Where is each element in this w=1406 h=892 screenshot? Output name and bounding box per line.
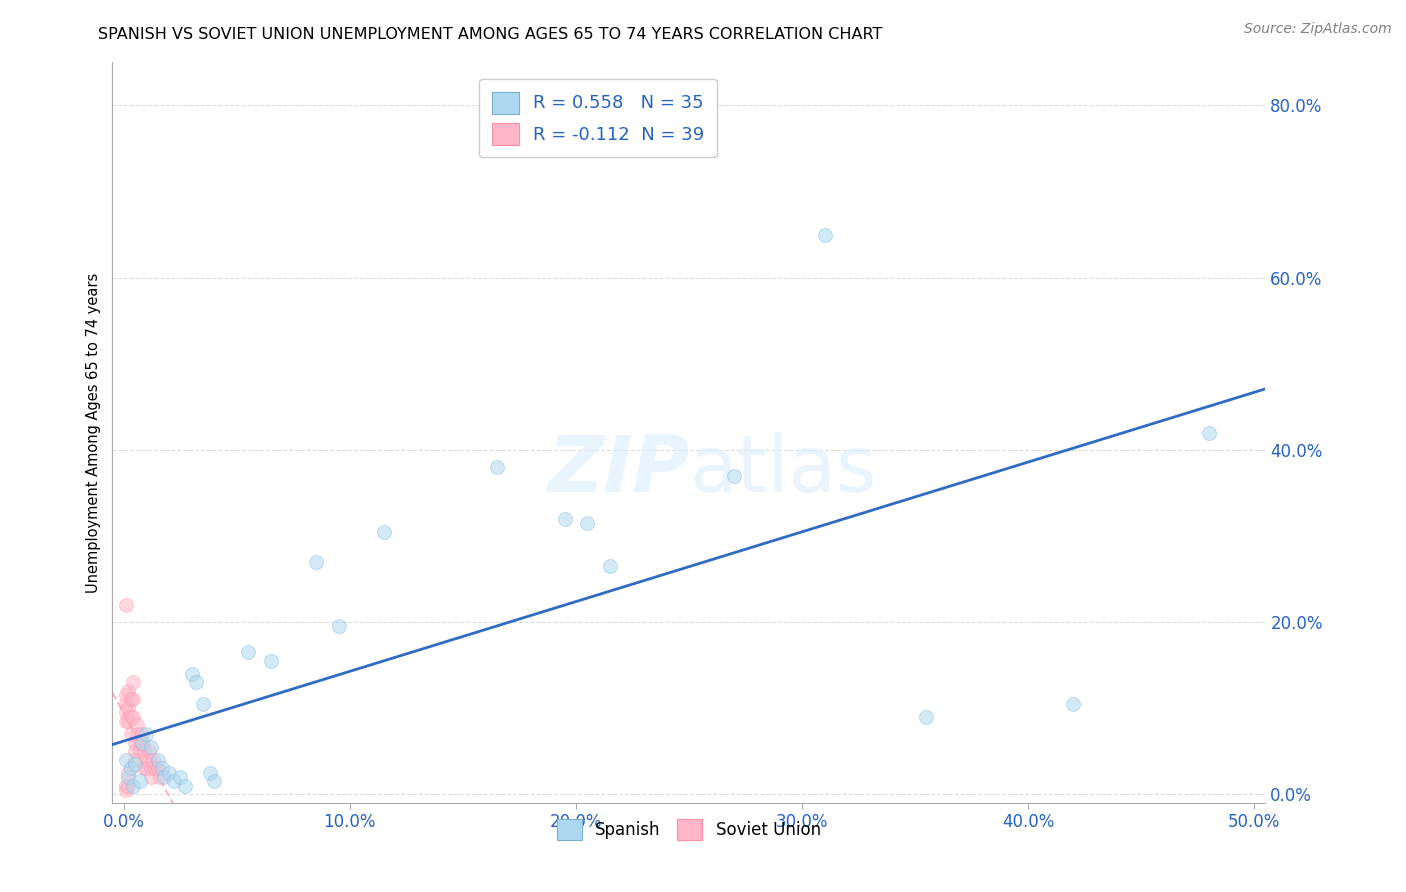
Point bbox=[180, 666, 202, 681]
Point bbox=[169, 770, 191, 784]
Text: Source: ZipAtlas.com: Source: ZipAtlas.com bbox=[1244, 22, 1392, 37]
Point bbox=[198, 765, 221, 780]
Y-axis label: Unemployment Among Ages 65 to 74 years: Unemployment Among Ages 65 to 74 years bbox=[86, 272, 101, 593]
Point bbox=[139, 770, 162, 784]
Point bbox=[115, 697, 138, 711]
Point bbox=[120, 709, 142, 723]
Point bbox=[115, 688, 138, 702]
Point bbox=[115, 783, 138, 797]
Point bbox=[115, 753, 138, 767]
Point bbox=[127, 718, 149, 732]
Legend: Spanish, Soviet Union: Spanish, Soviet Union bbox=[550, 813, 828, 847]
Point bbox=[146, 753, 169, 767]
Point bbox=[184, 675, 207, 690]
Point bbox=[124, 735, 146, 749]
Point bbox=[1198, 425, 1220, 440]
Point bbox=[131, 727, 153, 741]
Point bbox=[149, 770, 172, 784]
Point bbox=[131, 735, 153, 749]
Point bbox=[305, 555, 328, 569]
Point bbox=[120, 692, 142, 706]
Point bbox=[373, 524, 395, 539]
Point bbox=[599, 559, 621, 574]
Point bbox=[135, 727, 157, 741]
Point bbox=[723, 468, 745, 483]
Point bbox=[115, 706, 138, 720]
Point bbox=[139, 739, 162, 754]
Point bbox=[135, 761, 157, 775]
Point bbox=[134, 761, 156, 775]
Point bbox=[139, 761, 162, 775]
Point bbox=[328, 619, 350, 633]
Point bbox=[157, 765, 180, 780]
Text: atlas: atlas bbox=[689, 432, 876, 508]
Point bbox=[117, 779, 139, 793]
Point bbox=[128, 774, 150, 789]
Point bbox=[162, 774, 184, 789]
Point bbox=[115, 714, 138, 728]
Point bbox=[121, 675, 143, 690]
Point bbox=[124, 757, 146, 772]
Point bbox=[120, 761, 142, 775]
Point bbox=[138, 753, 160, 767]
Point bbox=[813, 227, 835, 242]
Point bbox=[121, 709, 143, 723]
Point bbox=[145, 761, 167, 775]
Point bbox=[142, 753, 165, 767]
Point bbox=[554, 512, 576, 526]
Point bbox=[115, 779, 138, 793]
Point bbox=[915, 709, 938, 723]
Point bbox=[117, 701, 139, 715]
Point bbox=[127, 727, 149, 741]
Point bbox=[485, 460, 508, 475]
Point bbox=[236, 645, 259, 659]
Point bbox=[121, 779, 143, 793]
Point bbox=[115, 598, 138, 612]
Point bbox=[202, 774, 225, 789]
Point bbox=[124, 753, 146, 767]
Point bbox=[131, 735, 153, 749]
Point bbox=[150, 761, 173, 775]
Point bbox=[117, 714, 139, 728]
Point bbox=[135, 753, 157, 767]
Point bbox=[117, 684, 139, 698]
Point bbox=[117, 765, 139, 780]
Text: ZIP: ZIP bbox=[547, 432, 689, 508]
Point bbox=[138, 744, 160, 758]
Point bbox=[120, 727, 142, 741]
Point bbox=[153, 770, 176, 784]
Point bbox=[128, 735, 150, 749]
Point bbox=[134, 744, 156, 758]
Point bbox=[173, 779, 195, 793]
Point bbox=[128, 744, 150, 758]
Point bbox=[260, 654, 283, 668]
Point bbox=[121, 692, 143, 706]
Point bbox=[191, 697, 214, 711]
Point bbox=[117, 770, 139, 784]
Text: SPANISH VS SOVIET UNION UNEMPLOYMENT AMONG AGES 65 TO 74 YEARS CORRELATION CHART: SPANISH VS SOVIET UNION UNEMPLOYMENT AMO… bbox=[98, 27, 883, 42]
Point bbox=[1062, 697, 1084, 711]
Point bbox=[576, 516, 599, 530]
Point bbox=[124, 744, 146, 758]
Point bbox=[146, 761, 169, 775]
